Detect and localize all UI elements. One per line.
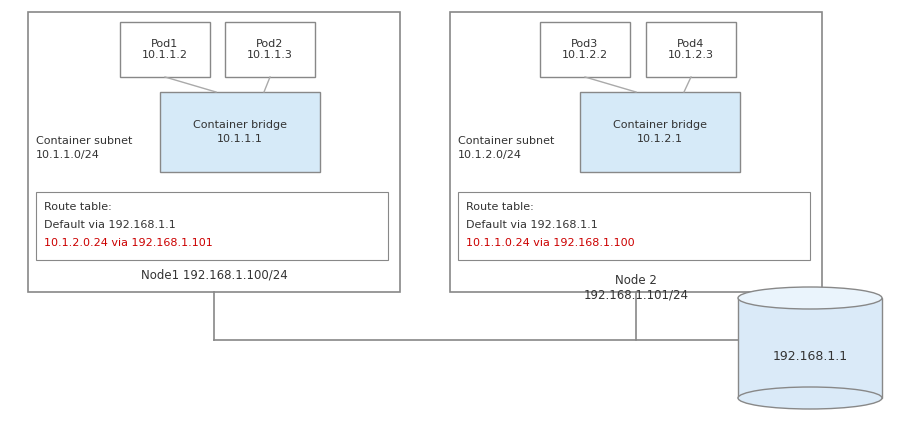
Text: Pod4
10.1.2.3: Pod4 10.1.2.3 <box>668 39 714 60</box>
FancyBboxPatch shape <box>580 92 740 172</box>
Text: Container subnet
10.1.2.0/24: Container subnet 10.1.2.0/24 <box>458 136 555 160</box>
Text: 10.1.2.0.24 via 192.168.1.101: 10.1.2.0.24 via 192.168.1.101 <box>44 238 213 248</box>
Text: Route table:: Route table: <box>466 202 534 212</box>
Text: 192.168.1.101/24: 192.168.1.101/24 <box>583 288 688 301</box>
FancyBboxPatch shape <box>458 192 810 260</box>
Text: Pod1
10.1.1.2: Pod1 10.1.1.2 <box>142 39 188 60</box>
Text: Pod2
10.1.1.3: Pod2 10.1.1.3 <box>247 39 293 60</box>
FancyBboxPatch shape <box>646 22 736 77</box>
Ellipse shape <box>738 287 882 309</box>
FancyBboxPatch shape <box>28 12 400 292</box>
Text: Default via 192.168.1.1: Default via 192.168.1.1 <box>44 220 175 230</box>
Text: 10.1.1.0.24 via 192.168.1.100: 10.1.1.0.24 via 192.168.1.100 <box>466 238 634 248</box>
FancyBboxPatch shape <box>540 22 630 77</box>
FancyBboxPatch shape <box>450 12 822 292</box>
Polygon shape <box>738 298 882 398</box>
Text: Node1 192.168.1.100/24: Node1 192.168.1.100/24 <box>141 269 287 282</box>
FancyBboxPatch shape <box>160 92 320 172</box>
Ellipse shape <box>738 387 882 409</box>
FancyBboxPatch shape <box>120 22 210 77</box>
Text: 192.168.1.1: 192.168.1.1 <box>772 350 847 363</box>
Text: Default via 192.168.1.1: Default via 192.168.1.1 <box>466 220 598 230</box>
FancyBboxPatch shape <box>225 22 315 77</box>
Text: Container bridge
10.1.2.1: Container bridge 10.1.2.1 <box>613 120 707 145</box>
Text: Node 2: Node 2 <box>615 274 657 287</box>
Text: Route table:: Route table: <box>44 202 112 212</box>
Text: Container subnet
10.1.1.0/24: Container subnet 10.1.1.0/24 <box>36 136 133 160</box>
Text: Pod3
10.1.2.2: Pod3 10.1.2.2 <box>562 39 608 60</box>
FancyBboxPatch shape <box>36 192 388 260</box>
Text: Container bridge
10.1.1.1: Container bridge 10.1.1.1 <box>193 120 287 145</box>
